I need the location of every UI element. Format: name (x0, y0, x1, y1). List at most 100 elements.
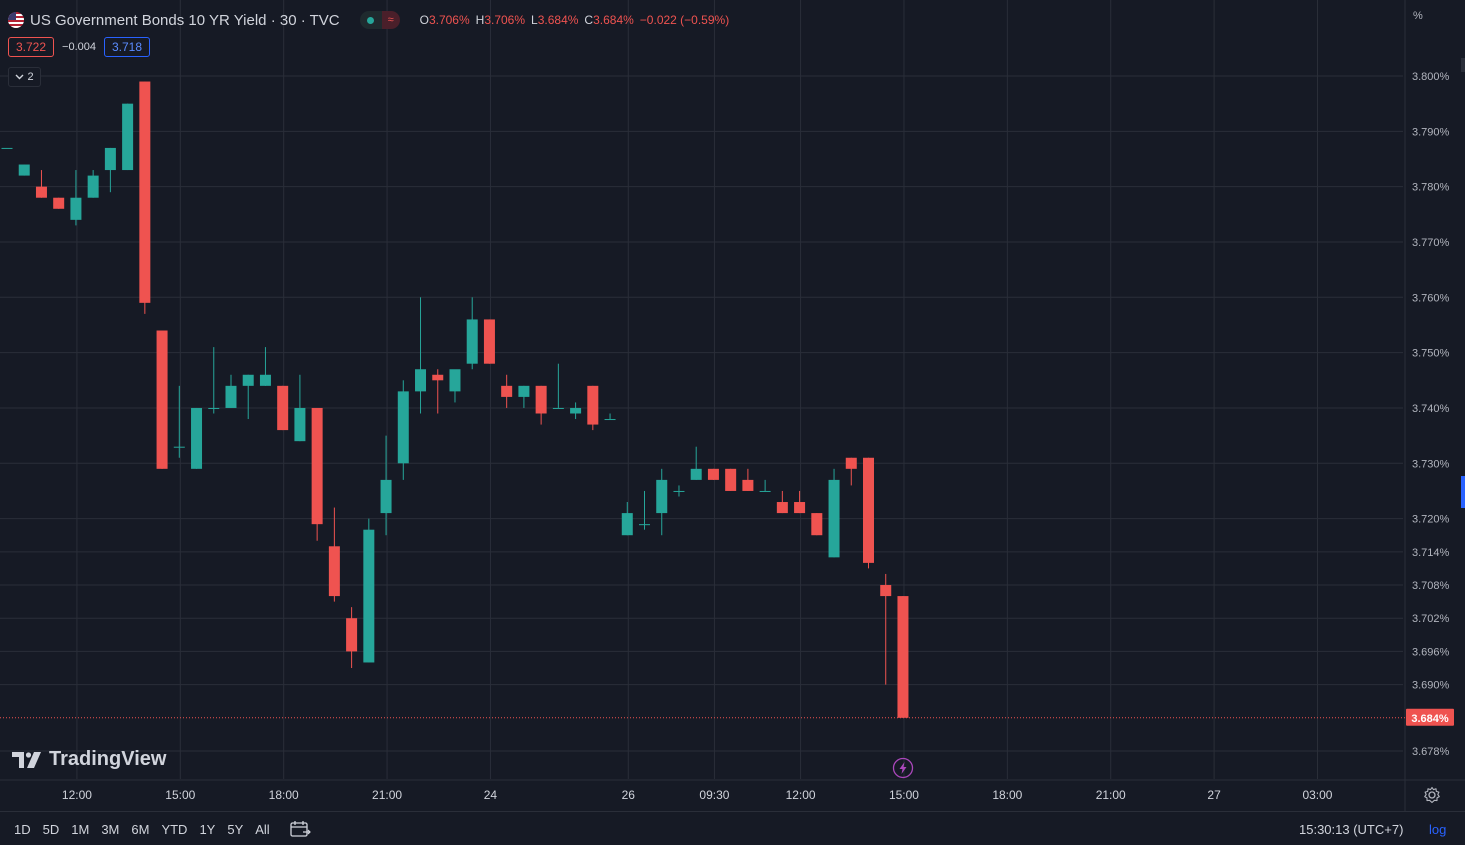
candle-body[interactable] (277, 385, 289, 431)
y-tick-label: 3.760% (1412, 292, 1450, 304)
x-tick-label: 18:00 (269, 788, 299, 802)
chevron-down-icon (15, 74, 24, 80)
candle-body[interactable] (191, 407, 203, 469)
candle-body[interactable] (845, 457, 857, 469)
candle-body[interactable] (552, 407, 564, 409)
x-tick-label: 15:00 (165, 788, 195, 802)
range-3m-button[interactable]: 3M (101, 822, 120, 837)
scale-handle[interactable] (1461, 476, 1465, 508)
candle-body[interactable] (570, 407, 582, 414)
candle-body[interactable] (415, 369, 427, 392)
y-tick-label: 3.780% (1412, 182, 1450, 194)
indicators-toggle-button[interactable]: 2 (8, 67, 41, 87)
date-ranges: 1D 5D 1M 3M 6M YTD 1Y 5Y All (8, 822, 276, 837)
x-tick-label: 24 (484, 788, 498, 802)
y-tick-label: 3.690% (1412, 680, 1450, 692)
candle-body[interactable] (483, 319, 495, 364)
y-tick-label: 3.750% (1412, 348, 1450, 360)
candle-body[interactable] (759, 490, 771, 492)
symbol-title[interactable]: US Government Bonds 10 YR Yield · 30 · T… (30, 11, 340, 29)
candle-body[interactable] (897, 596, 909, 718)
candle-body[interactable] (208, 407, 220, 409)
candle-body[interactable] (242, 374, 254, 386)
candle-body[interactable] (673, 490, 685, 492)
range-1d-button[interactable]: 1D (14, 822, 31, 837)
candle-body[interactable] (53, 197, 65, 209)
candle-body[interactable] (35, 186, 47, 198)
candle-body[interactable] (380, 479, 392, 514)
candle-body[interactable] (259, 374, 271, 386)
x-tick-label: 03:00 (1302, 788, 1332, 802)
clock-timezone[interactable]: 15:30:13 (UTC+7) (1299, 822, 1404, 837)
y-tick-label: 3.790% (1412, 126, 1450, 138)
candle-body[interactable] (518, 385, 530, 397)
candle-body[interactable] (811, 513, 823, 536)
market-status[interactable]: ≈ (359, 11, 400, 29)
candle-body[interactable] (656, 479, 668, 514)
tradingview-watermark[interactable]: TradingView (12, 748, 166, 771)
tradingview-logo-text: TradingView (49, 748, 167, 770)
candle-body[interactable] (863, 457, 874, 563)
candle-body[interactable] (725, 468, 737, 491)
log-scale-toggle[interactable]: log (1429, 822, 1447, 837)
price-unit-label: % (1413, 10, 1423, 22)
candle-body[interactable] (742, 479, 754, 491)
candle-body[interactable] (432, 374, 444, 381)
candle-body[interactable] (294, 407, 306, 442)
candle-body[interactable] (535, 385, 547, 414)
candle-body[interactable] (104, 147, 116, 171)
candle-body[interactable] (328, 546, 340, 597)
candle-body[interactable] (311, 407, 323, 525)
candle-body[interactable] (225, 385, 237, 408)
range-1m-button[interactable]: 1M (71, 822, 90, 837)
spread-value: −0.004 (62, 41, 96, 53)
candle-body[interactable] (466, 319, 478, 364)
calendar-range-icon[interactable] (289, 820, 311, 838)
indicators-count: 2 (27, 71, 34, 83)
gear-icon[interactable] (1423, 786, 1441, 804)
candle-body[interactable] (87, 175, 99, 198)
range-6m-button[interactable]: 6M (131, 822, 150, 837)
range-5y-button[interactable]: 5Y (227, 822, 244, 837)
candle-body[interactable] (707, 468, 719, 480)
y-tick-label: 3.714% (1412, 547, 1450, 559)
candle-body[interactable] (639, 524, 651, 526)
candle-body[interactable] (501, 385, 513, 397)
candle-body[interactable] (139, 81, 151, 303)
candle-body[interactable] (173, 446, 185, 448)
close-value: 3.684% (593, 13, 634, 27)
candle-body[interactable] (70, 197, 82, 220)
ask-button[interactable]: 3.718 (103, 37, 151, 57)
range-all-button[interactable]: All (255, 822, 270, 837)
range-ytd-button[interactable]: YTD (161, 822, 188, 837)
delayed-data-icon: ≈ (381, 11, 400, 29)
candle-body[interactable] (828, 479, 840, 558)
candle-body[interactable] (122, 103, 134, 171)
range-5d-button[interactable]: 5D (42, 822, 60, 837)
candle-body[interactable] (604, 419, 616, 421)
candle-body[interactable] (346, 618, 358, 652)
candle-body[interactable] (587, 385, 599, 425)
candle-body[interactable] (18, 164, 30, 176)
candle-body[interactable] (363, 529, 375, 663)
candle-body[interactable] (1, 147, 13, 149)
y-tick-label: 3.770% (1412, 237, 1450, 249)
y-tick-label: 3.800% (1412, 71, 1450, 83)
low-label: L (531, 13, 538, 27)
x-tick-label: 18:00 (992, 788, 1022, 802)
candle-body[interactable] (794, 502, 806, 514)
open-label: O (419, 13, 429, 27)
last-price-badge (1406, 708, 1454, 726)
candle-body[interactable] (690, 468, 702, 480)
candle-body[interactable] (776, 502, 788, 514)
bid-button[interactable]: 3.722 (8, 37, 55, 57)
scroll-indicator[interactable] (1461, 58, 1465, 72)
candle-body[interactable] (880, 585, 892, 597)
lightning-icon[interactable] (892, 757, 914, 779)
candle-body[interactable] (449, 369, 461, 392)
candle-body[interactable] (156, 330, 168, 469)
range-1y-button[interactable]: 1Y (199, 822, 216, 837)
candle-body[interactable] (621, 513, 633, 536)
candle-body[interactable] (397, 391, 409, 464)
